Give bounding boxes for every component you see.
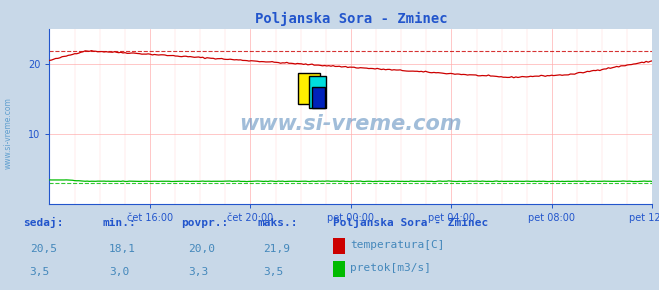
- Text: Poljanska Sora - Zminec: Poljanska Sora - Zminec: [333, 217, 488, 228]
- Text: maks.:: maks.:: [257, 218, 297, 228]
- Title: Poljanska Sora - Zminec: Poljanska Sora - Zminec: [254, 12, 447, 26]
- Text: www.si-vreme.com: www.si-vreme.com: [240, 114, 462, 134]
- Text: temperatura[C]: temperatura[C]: [350, 240, 444, 250]
- Text: 3,3: 3,3: [188, 267, 208, 278]
- Text: pretok[m3/s]: pretok[m3/s]: [350, 263, 431, 273]
- Text: min.:: min.:: [102, 218, 136, 228]
- Text: 21,9: 21,9: [264, 244, 291, 254]
- FancyBboxPatch shape: [299, 73, 320, 104]
- FancyBboxPatch shape: [308, 76, 326, 108]
- Text: www.si-vreme.com: www.si-vreme.com: [4, 97, 13, 169]
- Text: 3,5: 3,5: [264, 267, 284, 278]
- Text: 20,0: 20,0: [188, 244, 215, 254]
- Text: povpr.:: povpr.:: [181, 218, 229, 228]
- Text: 20,5: 20,5: [30, 244, 57, 254]
- Text: 3,5: 3,5: [30, 267, 50, 278]
- Text: sedaj:: sedaj:: [23, 217, 63, 228]
- FancyBboxPatch shape: [312, 87, 325, 108]
- Text: 18,1: 18,1: [109, 244, 136, 254]
- Text: 3,0: 3,0: [109, 267, 129, 278]
